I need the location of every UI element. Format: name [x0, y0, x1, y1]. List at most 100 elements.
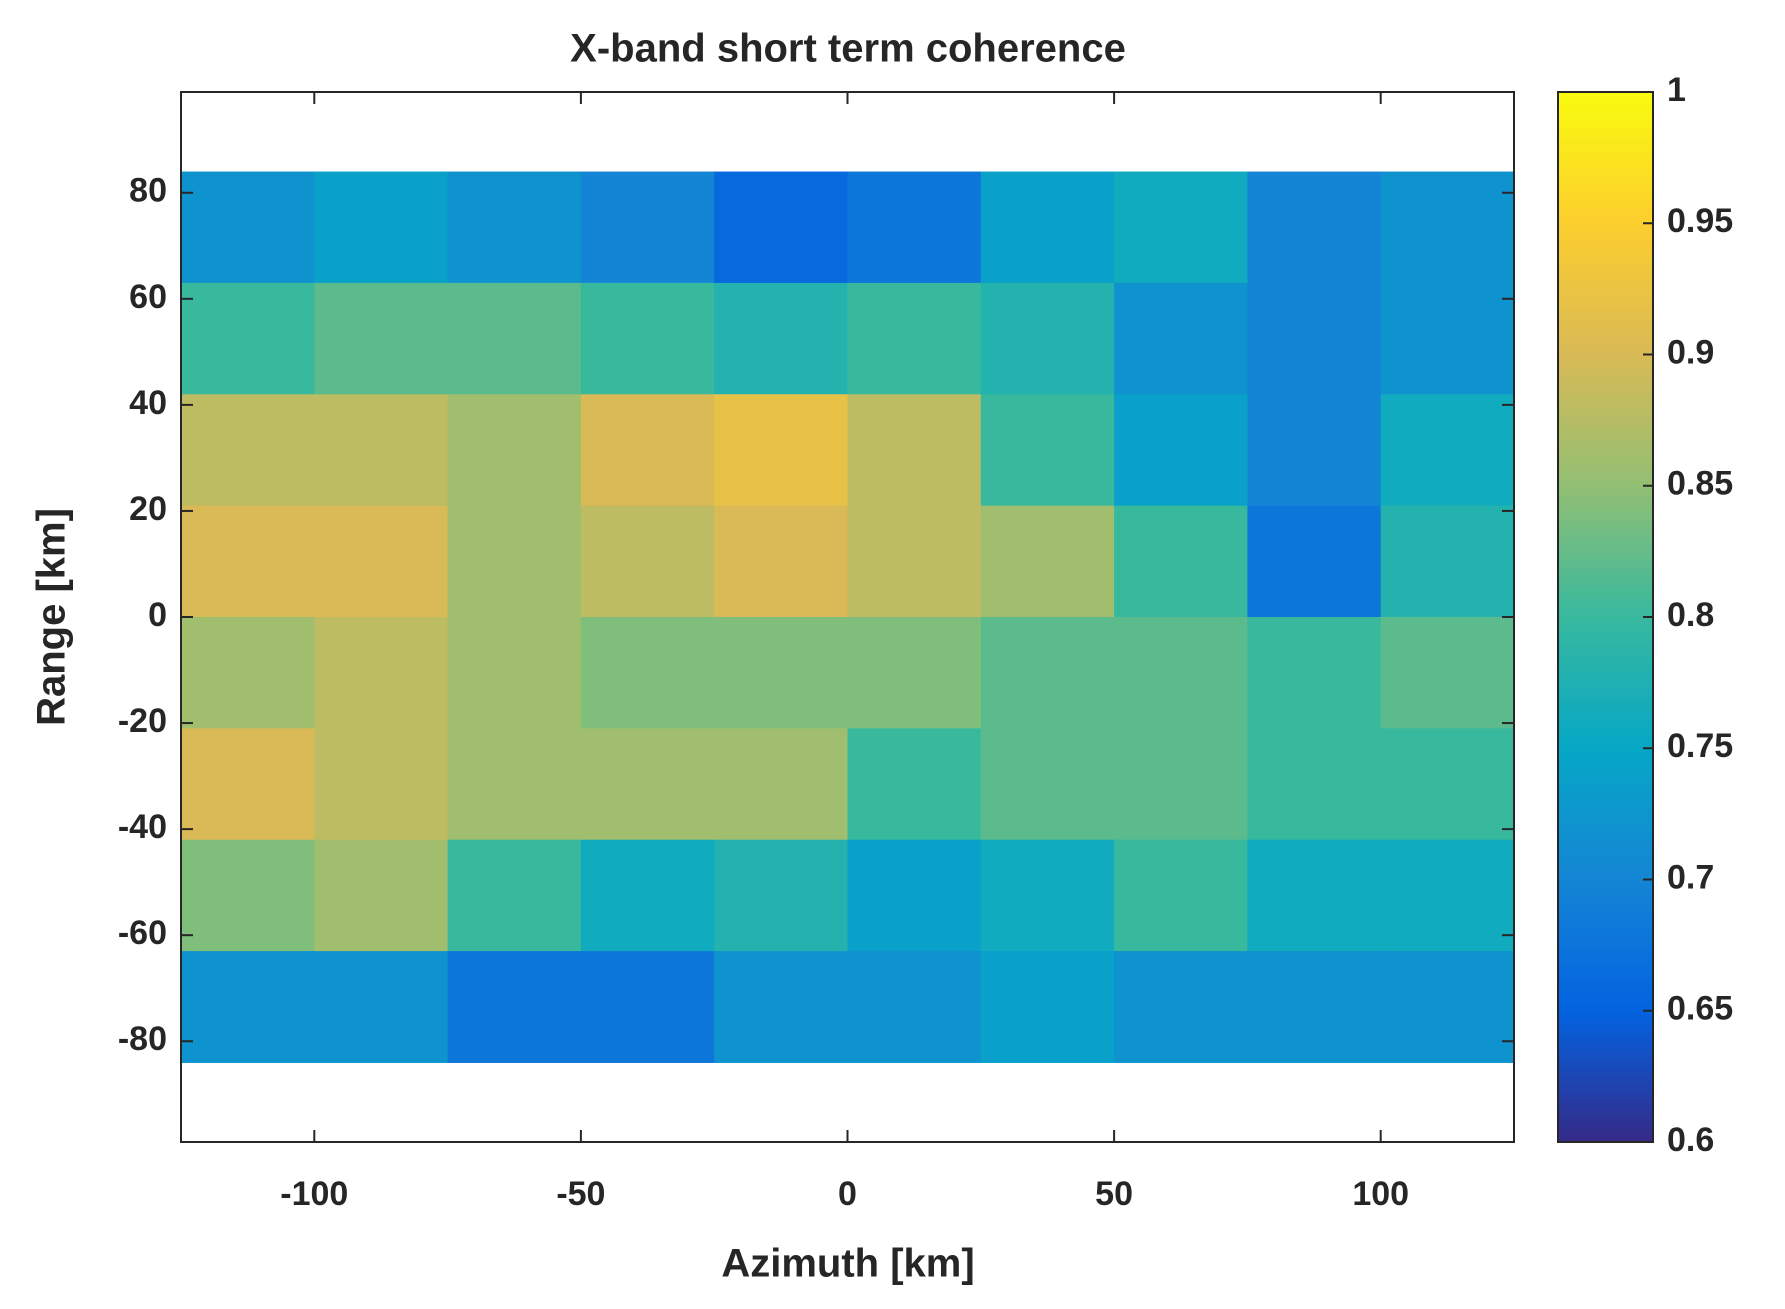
- heatmap-cell: [447, 839, 582, 952]
- heatmap-cell: [1380, 617, 1515, 729]
- heatmap-cell: [314, 839, 449, 952]
- heatmap-cell: [447, 505, 582, 618]
- heatmap-cell: [314, 171, 449, 284]
- y-tick-label: 0: [148, 596, 167, 634]
- heatmap-cell: [447, 282, 582, 395]
- heatmap-cell: [314, 505, 449, 618]
- heatmap-cell: [580, 839, 715, 952]
- heatmap-cell: [1114, 617, 1248, 729]
- y-tick-label: -80: [118, 1020, 167, 1058]
- heatmap-cell: [580, 728, 715, 841]
- heatmap-cell: [847, 617, 982, 729]
- heatmap-cell: [1114, 394, 1248, 507]
- y-axis-label: Range [km]: [30, 508, 74, 726]
- heatmap-cell: [1114, 728, 1248, 841]
- heatmap-cell: [1380, 951, 1515, 1063]
- y-tick-label: 40: [129, 384, 167, 422]
- heatmap-cell: [980, 728, 1115, 841]
- heatmap-cell: [1114, 171, 1248, 284]
- colorbar-tick-label: 0.95: [1667, 202, 1733, 240]
- heatmap-cell: [714, 839, 848, 952]
- heatmap-cell: [1114, 505, 1248, 618]
- heatmap-cell: [847, 951, 982, 1063]
- heatmap-cell: [447, 951, 582, 1063]
- y-tick-label: 20: [129, 490, 167, 528]
- x-tick-label: 50: [1095, 1175, 1133, 1213]
- heatmap-cell: [181, 951, 315, 1063]
- heatmap-cell: [580, 282, 715, 395]
- heatmap-cell: [847, 728, 982, 841]
- y-tick-label: -40: [118, 808, 167, 846]
- heatmap-cell: [580, 171, 715, 284]
- heatmap-cell: [980, 505, 1115, 618]
- heatmap-cell: [181, 394, 315, 507]
- heatmap-cell: [1247, 839, 1382, 952]
- heatmap-cell: [1247, 171, 1382, 284]
- x-tick-label: 100: [1352, 1175, 1409, 1213]
- heatmap-cell: [847, 394, 982, 507]
- heatmap-cell: [1247, 505, 1382, 618]
- heatmap-cell: [980, 171, 1115, 284]
- heatmap-cell: [980, 951, 1115, 1063]
- heatmap-cell: [314, 394, 449, 507]
- x-tick-label: 0: [838, 1175, 857, 1213]
- heatmap-cell: [847, 505, 982, 618]
- heatmap-cell: [181, 728, 315, 841]
- colorbar-tick-label: 0.8: [1667, 596, 1714, 634]
- heatmap-cell: [314, 282, 449, 395]
- heatmap-cell: [980, 617, 1115, 729]
- heatmap-cell: [1114, 282, 1248, 395]
- colorbar-tick-label: 0.7: [1667, 858, 1714, 896]
- chart-title: X-band short term coherence: [570, 27, 1126, 71]
- heatmap-cell: [181, 282, 315, 395]
- heatmap-cell: [580, 951, 715, 1063]
- heatmap-cell: [181, 617, 315, 729]
- heatmap-cell: [714, 951, 848, 1063]
- heatmap-cell: [580, 505, 715, 618]
- heatmap-cell: [314, 728, 449, 841]
- heatmap-cell: [181, 839, 315, 952]
- heatmap-cell: [980, 394, 1115, 507]
- heatmap-cell: [714, 394, 848, 507]
- heatmap-cell: [1380, 728, 1515, 841]
- x-axis-label: Azimuth [km]: [721, 1242, 974, 1286]
- heatmap-cell: [847, 839, 982, 952]
- heatmap-cell: [714, 282, 848, 395]
- heatmap-cell: [1380, 171, 1515, 284]
- heatmap-cell: [714, 171, 848, 284]
- heatmap-cell: [980, 839, 1115, 952]
- heatmap-cell: [1380, 394, 1515, 507]
- heatmap-cell: [1380, 282, 1515, 395]
- y-tick-label: -60: [118, 914, 167, 952]
- heatmap-cell: [580, 394, 715, 507]
- y-tick-label: -20: [118, 702, 167, 740]
- heatmap-cell: [1380, 839, 1515, 952]
- heatmap-cell: [1380, 505, 1515, 618]
- heatmap-cell: [980, 282, 1115, 395]
- heatmap-cell: [447, 171, 582, 284]
- heatmap-cell: [1247, 728, 1382, 841]
- colorbar-tick-label: 0.6: [1667, 1121, 1714, 1159]
- x-tick-label: -100: [280, 1175, 348, 1213]
- heatmap-cell: [580, 617, 715, 729]
- heatmap-cell: [1247, 951, 1382, 1063]
- heatmap-cell: [1247, 282, 1382, 395]
- colorbar-tick-label: 0.65: [1667, 990, 1733, 1028]
- colorbar-tick-label: 0.85: [1667, 465, 1733, 503]
- heatmap-cell: [1114, 951, 1248, 1063]
- heatmap-cell: [714, 505, 848, 618]
- y-tick-label: 80: [129, 172, 167, 210]
- heatmap-cell: [1247, 394, 1382, 507]
- colorbar-tick-label: 1: [1667, 71, 1686, 109]
- colorbar: [1557, 91, 1654, 1143]
- heatmap-cell: [181, 505, 315, 618]
- heatmap-cell: [314, 617, 449, 729]
- x-tick-label: -50: [556, 1175, 605, 1213]
- heatmap-cell: [847, 282, 982, 395]
- heatmap-cell: [447, 394, 582, 507]
- heatmap-cell: [447, 728, 582, 841]
- heatmap-cell: [847, 171, 982, 284]
- heatmap-cell: [1247, 617, 1382, 729]
- heatmap-cell: [314, 951, 449, 1063]
